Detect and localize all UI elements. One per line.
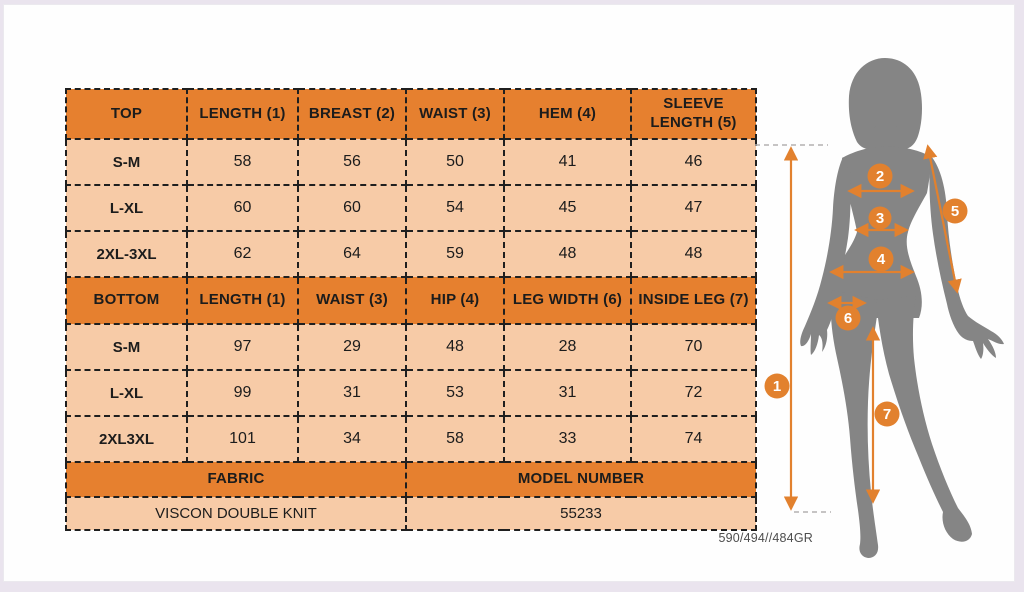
table-row: S-M 58 56 50 41 46 bbox=[65, 138, 757, 186]
table-row: S-M 97 29 48 28 70 bbox=[65, 323, 757, 371]
body-silhouette-icon bbox=[800, 58, 1004, 558]
value-cell: 62 bbox=[186, 230, 299, 278]
measure-marker-1: 1 bbox=[764, 373, 790, 399]
value-cell: 46 bbox=[630, 138, 757, 186]
measure-marker-7: 7 bbox=[874, 401, 900, 427]
measure-markers: 1 2 3 4 5 bbox=[764, 163, 968, 427]
size-cell: L-XL bbox=[65, 184, 188, 232]
value-cell: 29 bbox=[297, 323, 407, 371]
value-cell: 70 bbox=[630, 323, 757, 371]
value-cell: 72 bbox=[630, 369, 757, 417]
svg-text:6: 6 bbox=[844, 310, 852, 327]
header-cell-length: LENGTH (1) bbox=[186, 88, 299, 140]
top-header-row: TOP LENGTH (1) BREAST (2) WAIST (3) HEM … bbox=[65, 88, 757, 140]
value-cell: 48 bbox=[630, 230, 757, 278]
value-cell: 74 bbox=[630, 415, 757, 463]
table-row: 2XL-3XL 62 64 59 48 48 bbox=[65, 230, 757, 278]
value-cell: 28 bbox=[503, 323, 632, 371]
fabric-value: VISCON DOUBLE KNIT bbox=[65, 496, 407, 531]
reference-dashed-lines bbox=[755, 144, 831, 513]
measure-marker-6: 6 bbox=[835, 305, 861, 331]
measurement-arrows bbox=[783, 144, 962, 511]
value-cell: 31 bbox=[297, 369, 407, 417]
size-chart-table: TOP LENGTH (1) BREAST (2) WAIST (3) HEM … bbox=[65, 88, 757, 531]
value-cell: 41 bbox=[503, 138, 632, 186]
info-value-row: VISCON DOUBLE KNIT 55233 bbox=[65, 496, 757, 531]
header-cell-length: LENGTH (1) bbox=[186, 276, 299, 325]
svg-text:3: 3 bbox=[876, 210, 884, 227]
measure-marker-3: 3 bbox=[868, 206, 892, 230]
svg-text:4: 4 bbox=[877, 251, 886, 268]
value-cell: 56 bbox=[297, 138, 407, 186]
female-silhouette-diagram: 1 2 3 4 5 bbox=[755, 58, 1004, 558]
value-cell: 59 bbox=[405, 230, 505, 278]
value-cell: 60 bbox=[297, 184, 407, 232]
value-cell: 99 bbox=[186, 369, 299, 417]
value-cell: 64 bbox=[297, 230, 407, 278]
size-cell: S-M bbox=[65, 323, 188, 371]
table-row: L-XL 60 60 54 45 47 bbox=[65, 184, 757, 232]
header-cell-hem: HEM (4) bbox=[503, 88, 632, 140]
value-cell: 58 bbox=[186, 138, 299, 186]
svg-text:2: 2 bbox=[876, 168, 884, 185]
header-cell-breast: BREAST (2) bbox=[297, 88, 407, 140]
svg-text:5: 5 bbox=[951, 203, 959, 220]
value-cell: 50 bbox=[405, 138, 505, 186]
value-cell: 97 bbox=[186, 323, 299, 371]
header-cell-bottom: BOTTOM bbox=[65, 276, 188, 325]
size-cell: L-XL bbox=[65, 369, 188, 417]
value-cell: 31 bbox=[503, 369, 632, 417]
size-cell: 2XL-3XL bbox=[65, 230, 188, 278]
value-cell: 60 bbox=[186, 184, 299, 232]
measure-marker-4: 4 bbox=[868, 246, 894, 272]
table-row: L-XL 99 31 53 31 72 bbox=[65, 369, 757, 417]
value-cell: 101 bbox=[186, 415, 299, 463]
info-header-row: FABRIC MODEL NUMBER bbox=[65, 461, 757, 498]
header-cell-top: TOP bbox=[65, 88, 188, 140]
measure-marker-2: 2 bbox=[867, 163, 893, 189]
value-cell: 48 bbox=[503, 230, 632, 278]
header-cell-waist: WAIST (3) bbox=[297, 276, 407, 325]
size-cell: S-M bbox=[65, 138, 188, 186]
value-cell: 58 bbox=[405, 415, 505, 463]
value-cell: 47 bbox=[630, 184, 757, 232]
model-number-value: 55233 bbox=[405, 496, 757, 531]
measure-marker-5: 5 bbox=[942, 198, 968, 224]
value-cell: 33 bbox=[503, 415, 632, 463]
table-row: 2XL3XL 101 34 58 33 74 bbox=[65, 415, 757, 463]
header-cell-sleeve-length: SLEEVE LENGTH (5) bbox=[630, 88, 757, 140]
style-code-text: 590/494//484GR bbox=[718, 531, 813, 545]
bottom-header-row: BOTTOM LENGTH (1) WAIST (3) HIP (4) LEG … bbox=[65, 276, 757, 325]
value-cell: 53 bbox=[405, 369, 505, 417]
model-number-label: MODEL NUMBER bbox=[405, 461, 757, 498]
value-cell: 45 bbox=[503, 184, 632, 232]
arrow-sleeve bbox=[923, 144, 962, 294]
header-cell-waist: WAIST (3) bbox=[405, 88, 505, 140]
value-cell: 54 bbox=[405, 184, 505, 232]
header-cell-inside-leg: INSIDE LEG (7) bbox=[630, 276, 757, 325]
svg-text:1: 1 bbox=[773, 378, 781, 395]
fabric-label: FABRIC bbox=[65, 461, 407, 498]
header-cell-leg-width: LEG WIDTH (6) bbox=[503, 276, 632, 325]
value-cell: 48 bbox=[405, 323, 505, 371]
size-cell: 2XL3XL bbox=[65, 415, 188, 463]
measurement-figure: 1 2 3 4 5 bbox=[755, 50, 1020, 585]
value-cell: 34 bbox=[297, 415, 407, 463]
header-cell-hip: HIP (4) bbox=[405, 276, 505, 325]
svg-text:7: 7 bbox=[883, 406, 891, 423]
